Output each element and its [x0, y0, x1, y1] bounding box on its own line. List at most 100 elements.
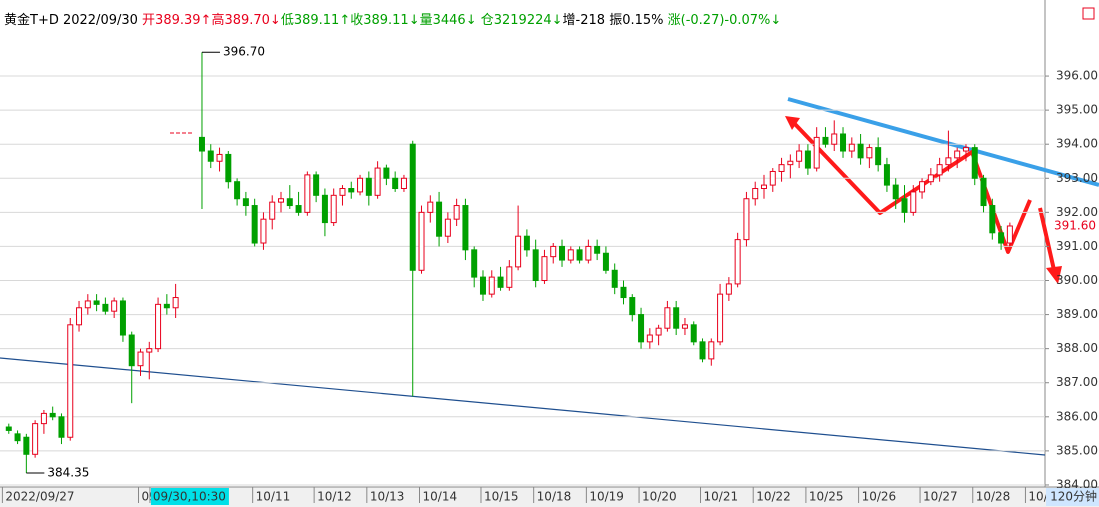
- trend-line: [0, 357, 1046, 456]
- candle-body: [427, 201, 434, 213]
- candle-body: [198, 136, 205, 152]
- candle-body: [734, 239, 741, 285]
- candle-body: [506, 266, 513, 288]
- candle-body: [760, 184, 767, 190]
- candle-body: [699, 341, 706, 360]
- candle-body: [655, 327, 662, 336]
- candle-body: [927, 174, 934, 183]
- candle-body: [392, 177, 399, 190]
- quote-item: 开389.39↑: [142, 13, 212, 28]
- candle-body: [998, 232, 1005, 244]
- cursor-label-bg: [150, 488, 229, 505]
- candle-body: [725, 283, 732, 295]
- candle-body: [620, 286, 627, 299]
- candle-body: [32, 423, 39, 455]
- y-tick-label: 392.00: [1056, 205, 1098, 219]
- candle-body: [436, 201, 443, 237]
- candle-body: [901, 198, 908, 213]
- candle-body: [295, 205, 302, 213]
- y-tick-label: 396.00: [1056, 69, 1098, 83]
- y-tick-label: 388.00: [1056, 341, 1098, 355]
- candle-body: [40, 412, 47, 425]
- candle-body: [532, 249, 539, 282]
- quote-header: 黄金T+D 2022/09/30 开389.39↑高389.70↓低389.11…: [4, 9, 781, 28]
- candle-body: [330, 194, 337, 224]
- candle-body: [796, 150, 803, 162]
- trend-line: [787, 97, 1099, 187]
- candle-body: [242, 198, 249, 207]
- candle-body: [102, 303, 109, 312]
- x-tick-label: 10/11: [256, 490, 291, 504]
- quote-item: 仓3219224↓: [480, 13, 563, 28]
- quote-item: 高389.70↓: [211, 13, 281, 28]
- annotation-label: 396.70: [223, 45, 265, 59]
- candle-body: [400, 177, 407, 190]
- candle-body: [155, 303, 162, 350]
- candle-body: [611, 269, 618, 288]
- candle-body: [919, 181, 926, 193]
- candle-body: [681, 324, 688, 329]
- candle-body: [594, 245, 601, 254]
- candle-body: [822, 136, 829, 145]
- candle-body: [471, 249, 478, 278]
- candle-body: [479, 276, 486, 295]
- candle-body: [119, 300, 126, 336]
- drawn-arrow: [1038, 207, 1056, 271]
- candle-body: [163, 303, 170, 309]
- window-icon[interactable]: [1082, 7, 1095, 20]
- candle-body: [857, 143, 864, 159]
- candle-body: [339, 188, 346, 196]
- x-tick-label: 10/18: [537, 490, 572, 504]
- candle-body: [313, 174, 320, 196]
- candle-body: [690, 324, 697, 343]
- candle-body: [269, 201, 276, 220]
- candle-body: [541, 256, 548, 282]
- candle-body: [286, 198, 293, 207]
- candle-body: [58, 416, 65, 438]
- candle-body: [76, 307, 83, 326]
- candle-body: [717, 293, 724, 343]
- candle-body: [146, 348, 153, 353]
- candle-body: [576, 249, 583, 261]
- candle-body: [453, 205, 460, 220]
- candle-body: [936, 164, 943, 176]
- quote-item: 振0.15%: [609, 13, 664, 28]
- candle-body: [875, 147, 882, 166]
- x-tick-label: 09/30,10:30: [153, 490, 226, 504]
- candle-body: [866, 147, 873, 159]
- candle-body: [550, 245, 557, 258]
- candle-body: [93, 300, 100, 305]
- candle-body: [883, 164, 890, 186]
- candle-body: [304, 174, 311, 213]
- x-tick-label: 10/20: [642, 490, 677, 504]
- candle-body: [348, 188, 355, 193]
- candle-body: [409, 143, 416, 271]
- candle-body: [418, 211, 425, 271]
- x-tick-label: 10/27: [923, 490, 958, 504]
- y-tick-label: 389.00: [1056, 307, 1098, 321]
- candle-body: [14, 433, 21, 442]
- candle-body: [638, 314, 645, 343]
- candle-body: [137, 351, 144, 367]
- x-tick-label: 10/15: [484, 490, 519, 504]
- x-tick-label: 10/21: [704, 490, 739, 504]
- candle-body: [523, 235, 530, 251]
- candle-body: [752, 188, 759, 200]
- candle-body: [251, 205, 258, 244]
- candle-body: [962, 147, 969, 152]
- candle-body: [910, 191, 917, 213]
- candle-body: [804, 150, 811, 169]
- y-tick-label: 385.00: [1056, 443, 1098, 457]
- candle-body: [673, 307, 680, 329]
- candle-body: [260, 218, 267, 244]
- candle-body: [743, 198, 750, 241]
- y-tick-label: 386.00: [1056, 409, 1098, 423]
- candle-body: [515, 235, 522, 268]
- candle-body: [497, 276, 504, 288]
- arrow-head: [1046, 266, 1062, 284]
- candle-body: [172, 297, 179, 309]
- candle-body: [321, 194, 328, 224]
- y-tick-label: 391.00: [1056, 239, 1098, 253]
